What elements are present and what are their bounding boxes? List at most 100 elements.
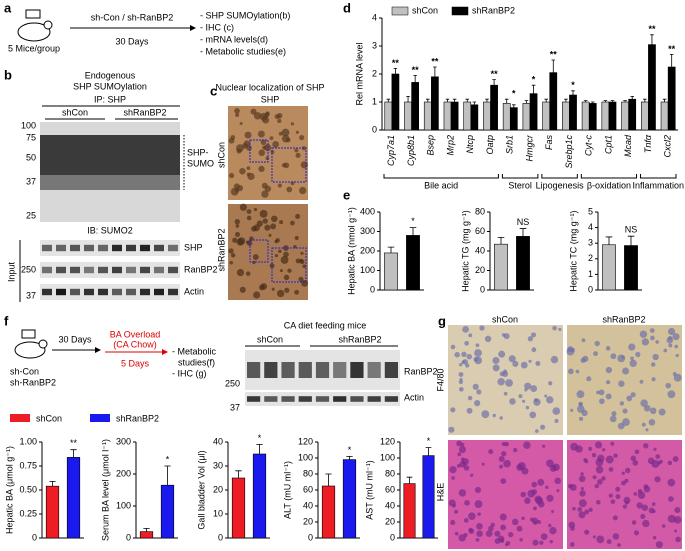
nucleus	[290, 122, 295, 126]
y-tick-label: 10	[213, 508, 223, 518]
nucleus	[530, 385, 538, 393]
nucleus	[540, 533, 548, 541]
nucleus	[548, 381, 553, 386]
x-tick-label: Ntcp	[465, 135, 475, 154]
nucleus	[531, 489, 538, 495]
nucleus	[499, 416, 503, 420]
band	[126, 266, 136, 274]
x-tick-label: Srebp1c	[564, 135, 574, 169]
error-bar	[603, 100, 608, 102]
y-tick-label: 0	[218, 532, 223, 542]
histology-images	[448, 325, 682, 549]
nucleus	[624, 467, 631, 474]
nucleus	[658, 408, 666, 416]
y-tick-label: 60	[475, 226, 485, 236]
readout: - SHP SUMOylation(b)	[200, 10, 290, 20]
significance: NS	[625, 225, 638, 235]
nucleus	[524, 388, 528, 392]
nucleus	[613, 453, 618, 458]
band	[56, 244, 66, 252]
arrowhead	[190, 25, 196, 31]
bar	[624, 245, 638, 291]
nucleus	[281, 163, 287, 168]
nucleus	[461, 458, 469, 466]
nucleus	[621, 355, 625, 359]
nucleus	[651, 502, 656, 506]
nucleus	[618, 380, 625, 387]
nucleus	[652, 353, 659, 361]
nucleus	[281, 128, 290, 137]
band	[98, 288, 108, 296]
blot-background	[40, 284, 180, 300]
y-axis-label: AST (mU ml⁻¹)	[364, 460, 374, 520]
panel-letter: e	[343, 187, 350, 202]
nucleus	[667, 478, 676, 487]
y-tick-label: 400	[360, 206, 375, 216]
y-axis-label: Gall bladder Vol (μl)	[196, 450, 206, 529]
nucleus	[245, 271, 251, 276]
band	[42, 244, 52, 252]
nucleus	[576, 405, 585, 413]
nucleus	[295, 213, 301, 219]
y-tick-label: 1	[588, 269, 593, 279]
significance: **	[550, 49, 558, 59]
nucleus	[549, 526, 557, 535]
bar	[601, 101, 610, 131]
mw-label: 25	[26, 210, 36, 220]
nucleus	[550, 355, 559, 364]
nucleus	[628, 343, 636, 351]
nucleus	[464, 500, 470, 506]
nucleus	[580, 472, 584, 476]
bar	[160, 484, 175, 539]
y-tick-label: 80	[303, 468, 313, 478]
nucleus	[521, 516, 525, 521]
nucleus	[229, 261, 234, 265]
blots	[245, 350, 400, 406]
nucleus	[504, 441, 509, 447]
nucleus	[494, 530, 501, 537]
significance: *	[427, 436, 431, 446]
nucleus	[236, 184, 244, 192]
nucleus	[299, 134, 305, 141]
error-bar	[235, 470, 242, 478]
nucleus	[299, 186, 307, 195]
row-label: SHP	[184, 242, 203, 252]
nucleus	[466, 353, 472, 360]
error-bar	[512, 104, 516, 108]
nucleus	[650, 362, 656, 367]
nucleus	[594, 483, 600, 489]
nucleus	[228, 137, 235, 144]
nucleus	[546, 396, 554, 404]
band	[315, 396, 330, 402]
bar	[406, 235, 420, 291]
nucleus	[476, 522, 483, 530]
bar	[628, 98, 637, 131]
y-tick-label: 120	[380, 436, 395, 446]
nucleus	[594, 340, 600, 347]
nucleus	[673, 373, 682, 382]
y-tick-label: 60	[303, 484, 313, 494]
error-bar	[256, 444, 263, 454]
band	[42, 288, 52, 296]
input-label: Input	[6, 261, 16, 282]
nucleus	[641, 338, 649, 346]
nucleus	[626, 395, 633, 402]
significance: *	[348, 445, 352, 455]
nucleus	[253, 291, 261, 299]
row-label: Actin	[404, 392, 424, 402]
y-tick-label: 40	[303, 500, 313, 510]
arrowhead	[162, 349, 168, 355]
nucleus	[449, 466, 457, 474]
nucleus	[234, 218, 241, 225]
band	[384, 396, 398, 402]
x-tick-label: Oatp	[485, 135, 495, 155]
nucleus	[468, 528, 475, 534]
nucleus	[567, 368, 574, 375]
band	[112, 288, 122, 296]
nucleus	[622, 504, 627, 509]
y-tick-label: 300	[116, 436, 131, 446]
mw-label: 37	[26, 176, 36, 186]
nucleus	[609, 415, 617, 423]
nucleus	[668, 343, 673, 348]
nucleus	[532, 539, 539, 546]
